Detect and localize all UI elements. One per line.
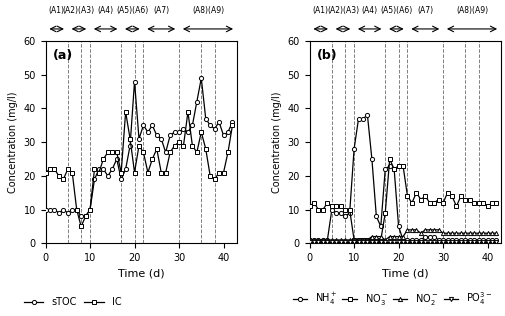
Text: (b): (b) <box>317 49 337 62</box>
Text: (A7): (A7) <box>417 6 432 15</box>
Text: (A2)(A3): (A2)(A3) <box>326 6 359 15</box>
Text: (A8)(A9): (A8)(A9) <box>191 6 224 15</box>
X-axis label: Time (d): Time (d) <box>118 269 164 279</box>
Text: (A5)(A6): (A5)(A6) <box>116 6 148 15</box>
Text: (A5)(A6): (A5)(A6) <box>379 6 412 15</box>
Text: (A4): (A4) <box>361 6 377 15</box>
Y-axis label: Concentration (mg/l): Concentration (mg/l) <box>271 91 281 193</box>
Text: (A2)(A3): (A2)(A3) <box>63 6 95 15</box>
Text: (A4): (A4) <box>97 6 114 15</box>
Text: (A7): (A7) <box>153 6 169 15</box>
Text: (a): (a) <box>53 49 73 62</box>
X-axis label: Time (d): Time (d) <box>381 269 428 279</box>
Y-axis label: Concentration (mg/l): Concentration (mg/l) <box>8 91 18 193</box>
Text: (A1): (A1) <box>312 6 328 15</box>
Legend: NH$_4^+$, NO$_3^-$, NO$_2^-$, PO$_4^{3-}$: NH$_4^+$, NO$_3^-$, NO$_2^-$, PO$_4^{3-}… <box>288 287 495 311</box>
Text: (A8)(A9): (A8)(A9) <box>455 6 487 15</box>
Text: (A1): (A1) <box>48 6 65 15</box>
Legend: sTOC, IC: sTOC, IC <box>20 293 125 311</box>
